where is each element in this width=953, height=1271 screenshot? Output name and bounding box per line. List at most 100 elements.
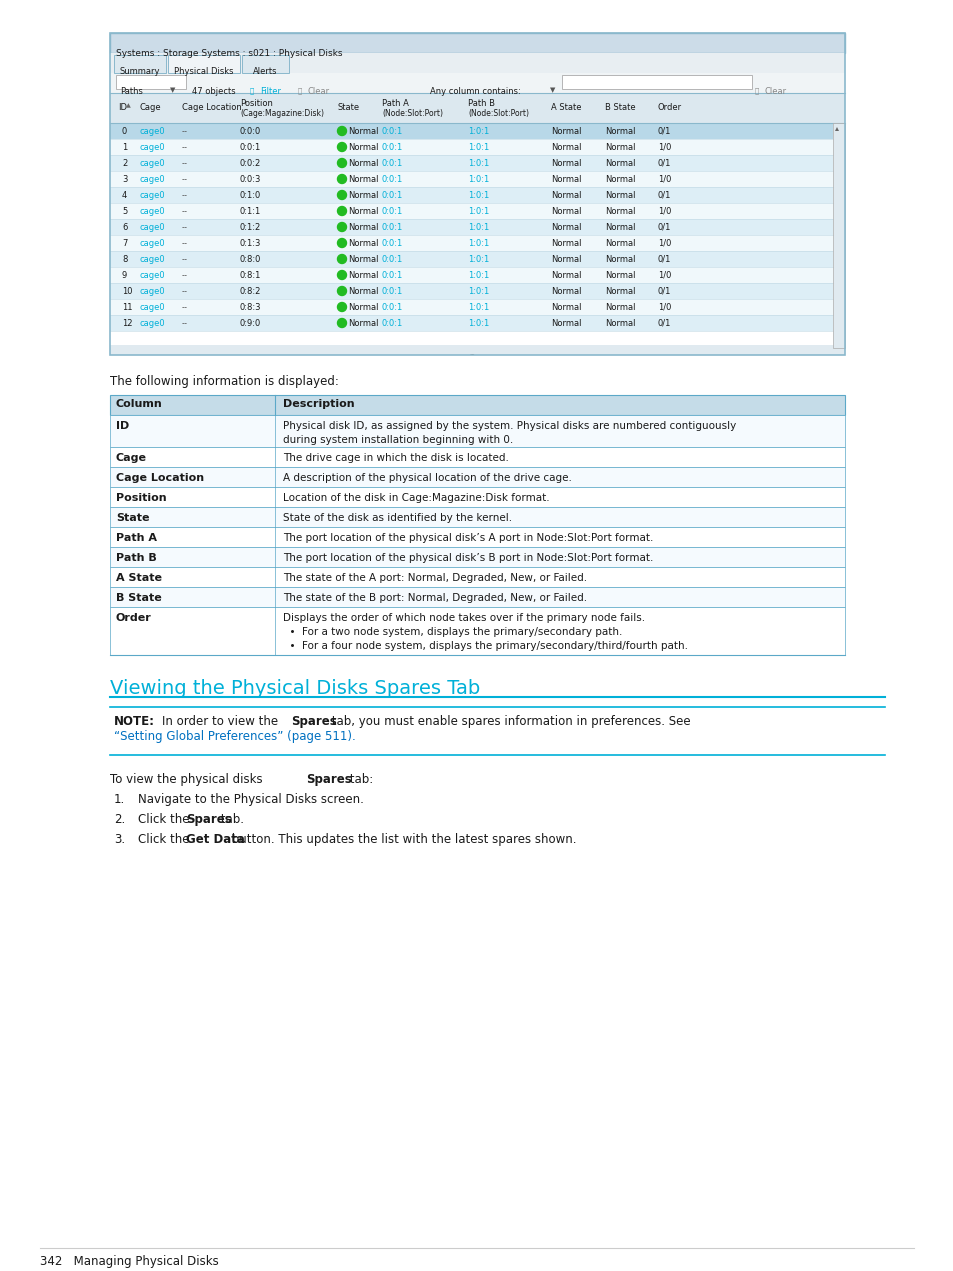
Text: 1/0: 1/0: [658, 144, 671, 153]
Text: Clear: Clear: [308, 86, 330, 97]
Circle shape: [337, 142, 346, 151]
Text: Normal: Normal: [604, 175, 635, 184]
Bar: [110, 315, 832, 330]
Text: 1:0:1: 1:0:1: [468, 207, 489, 216]
Text: 0/1: 0/1: [658, 127, 671, 136]
Text: cage0: cage0: [140, 271, 166, 280]
Text: button. This updates the list with the latest spares shown.: button. This updates the list with the l…: [228, 833, 576, 846]
Text: 0:0:1: 0:0:1: [381, 271, 403, 280]
Text: Normal: Normal: [348, 239, 378, 248]
Text: Normal: Normal: [604, 302, 635, 311]
Text: --: --: [182, 159, 188, 168]
Text: Normal: Normal: [604, 239, 635, 248]
Text: 0:0:1: 0:0:1: [381, 319, 403, 328]
Text: 0:8:1: 0:8:1: [240, 271, 261, 280]
Text: 8: 8: [122, 255, 128, 264]
Text: 1/0: 1/0: [658, 239, 671, 248]
Text: 1:0:1: 1:0:1: [468, 159, 489, 168]
Bar: [168, 55, 240, 72]
Text: 0:9:0: 0:9:0: [240, 319, 261, 328]
Text: 3: 3: [122, 175, 128, 184]
Bar: [116, 75, 186, 89]
Text: 0:0:2: 0:0:2: [240, 159, 261, 168]
Circle shape: [337, 286, 346, 295]
Text: Order: Order: [116, 613, 152, 623]
Text: Normal: Normal: [604, 319, 635, 328]
Bar: [110, 250, 832, 267]
Text: 1: 1: [122, 144, 127, 153]
Bar: [110, 187, 832, 203]
Text: 0:1:1: 0:1:1: [240, 207, 261, 216]
Text: 12: 12: [122, 319, 132, 328]
Text: 0:0:1: 0:0:1: [381, 191, 403, 200]
Text: ID: ID: [118, 103, 127, 112]
Text: cage0: cage0: [140, 159, 166, 168]
Text: In order to view the: In order to view the: [162, 716, 281, 728]
Text: Normal: Normal: [348, 159, 378, 168]
Text: --: --: [182, 191, 188, 200]
Text: B State: B State: [116, 594, 162, 602]
Text: State: State: [116, 513, 150, 522]
Text: 0/1: 0/1: [658, 287, 671, 296]
Text: 0:8:2: 0:8:2: [240, 287, 261, 296]
Text: Path A: Path A: [116, 533, 157, 543]
Bar: [110, 527, 844, 547]
Text: 0:0:1: 0:0:1: [381, 222, 403, 233]
Text: --: --: [182, 319, 188, 328]
Text: cage0: cage0: [140, 191, 166, 200]
Text: Displays the order of which node takes over if the primary node fails.: Displays the order of which node takes o…: [283, 613, 644, 623]
Text: Spares: Spares: [291, 716, 336, 728]
Circle shape: [337, 239, 346, 248]
Text: 0:8:0: 0:8:0: [240, 255, 261, 264]
Text: 5: 5: [122, 207, 127, 216]
Text: 0:0:1: 0:0:1: [381, 302, 403, 311]
Text: 0:0:1: 0:0:1: [381, 255, 403, 264]
Text: Normal: Normal: [604, 159, 635, 168]
Text: The port location of the physical disk’s B port in Node:Slot:Port format.: The port location of the physical disk’s…: [283, 553, 653, 563]
Text: Normal: Normal: [348, 127, 378, 136]
Text: ▼: ▼: [550, 86, 555, 93]
Text: 🗂: 🗂: [754, 86, 759, 94]
Text: 0:0:1: 0:0:1: [381, 207, 403, 216]
Text: A State: A State: [116, 573, 162, 583]
Bar: [110, 299, 832, 315]
Text: Normal: Normal: [348, 255, 378, 264]
Text: ID: ID: [116, 421, 129, 431]
Text: 1/0: 1/0: [658, 175, 671, 184]
Text: 6: 6: [122, 222, 128, 233]
Text: (Node:Slot:Port): (Node:Slot:Port): [381, 109, 442, 118]
Text: ▼: ▼: [170, 86, 175, 93]
Text: 2: 2: [122, 159, 127, 168]
Text: •  For a four node system, displays the primary/secondary/third/fourth path.: • For a four node system, displays the p…: [283, 641, 687, 651]
Bar: [110, 53, 844, 72]
Text: Any column contains:: Any column contains:: [430, 86, 520, 97]
Text: A State: A State: [551, 103, 581, 112]
Text: Normal: Normal: [348, 287, 378, 296]
Text: Normal: Normal: [551, 271, 581, 280]
Text: Normal: Normal: [551, 191, 581, 200]
Text: Filter: Filter: [260, 86, 281, 97]
Text: Normal: Normal: [551, 144, 581, 153]
Bar: [110, 416, 844, 447]
Text: 1:0:1: 1:0:1: [468, 239, 489, 248]
Polygon shape: [834, 127, 838, 131]
Text: 10: 10: [122, 287, 132, 296]
Text: Normal: Normal: [604, 127, 635, 136]
Bar: [110, 466, 844, 487]
Text: cage0: cage0: [140, 239, 166, 248]
Text: 0:0:1: 0:0:1: [381, 175, 403, 184]
Text: 1:0:1: 1:0:1: [468, 144, 489, 153]
Text: 0:1:0: 0:1:0: [240, 191, 261, 200]
Text: Normal: Normal: [551, 239, 581, 248]
Bar: [110, 507, 844, 527]
Circle shape: [337, 254, 346, 263]
Text: Spares: Spares: [186, 813, 232, 826]
Text: --: --: [182, 302, 188, 311]
Text: 0:0:0: 0:0:0: [240, 127, 261, 136]
Text: ▲: ▲: [126, 103, 131, 108]
Text: Order: Order: [658, 103, 681, 112]
Text: 1:0:1: 1:0:1: [468, 127, 489, 136]
Text: Normal: Normal: [604, 287, 635, 296]
Text: 0:0:3: 0:0:3: [240, 175, 261, 184]
Bar: [110, 123, 832, 139]
